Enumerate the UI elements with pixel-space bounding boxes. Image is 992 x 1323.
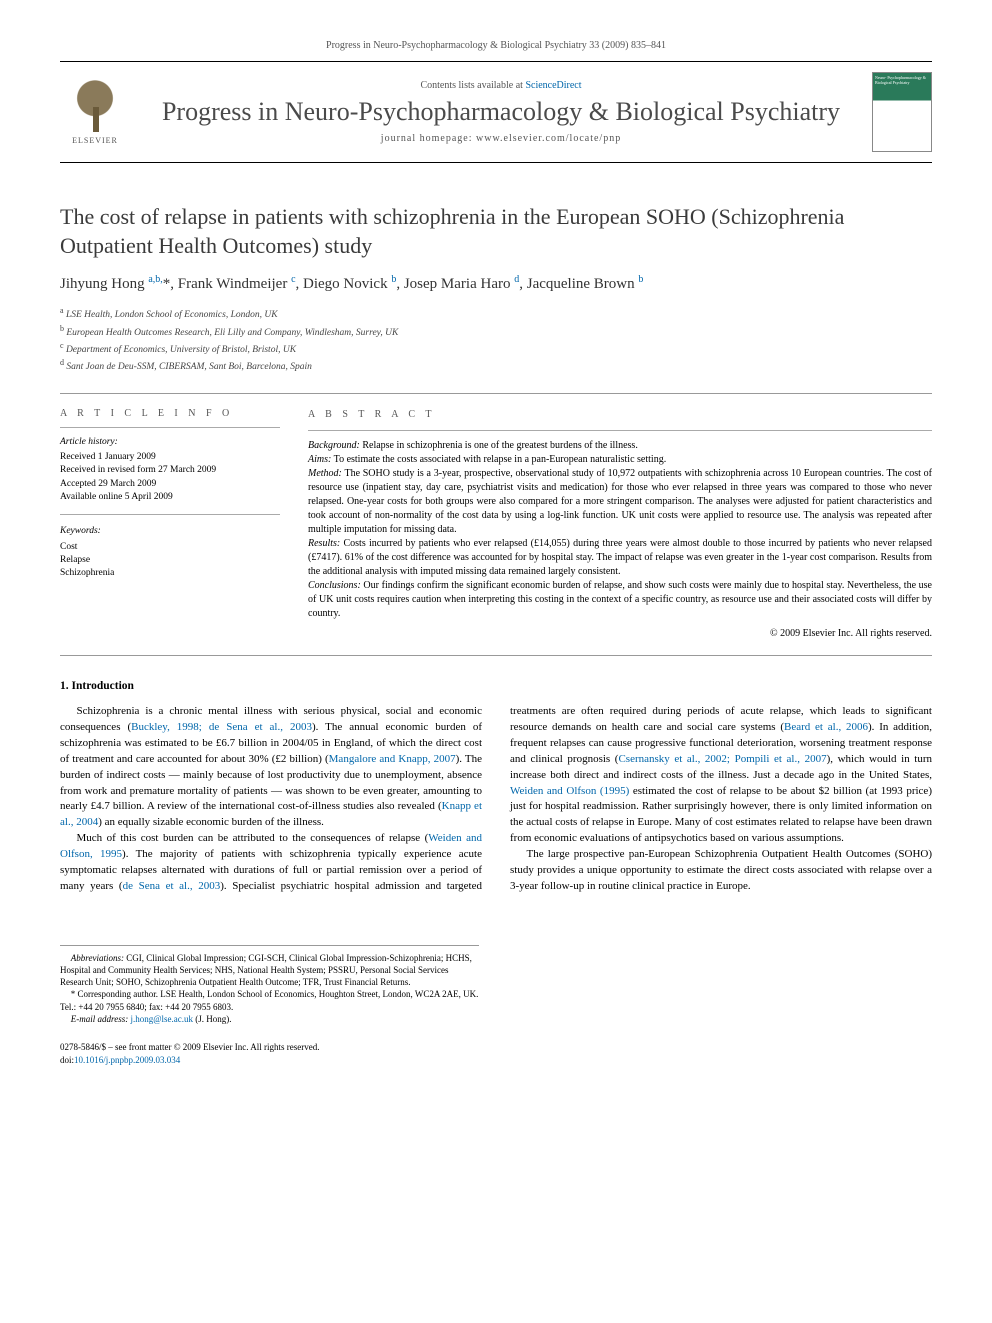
abstract-segment-label: Background: [308, 440, 360, 451]
email-label: E-mail address: [71, 1014, 131, 1024]
sciencedirect-link[interactable]: ScienceDirect [525, 80, 581, 91]
abstract-segment: Aims: To estimate the costs associated w… [308, 454, 666, 465]
contents-prefix: Contents lists available at [420, 80, 525, 91]
info-abstract-row: A R T I C L E I N F O Article history: R… [60, 408, 932, 641]
author-list: Jihyung Hong a,b,*, Frank Windmeijer c, … [60, 274, 932, 293]
contents-line: Contents lists available at ScienceDirec… [145, 80, 857, 91]
intro-para-3: The large prospective pan-European Schiz… [510, 847, 932, 895]
abstract-segment-label: Method: [308, 468, 342, 479]
citation-link[interactable]: de Sena et al., 2003 [123, 880, 221, 892]
elsevier-label: ELSEVIER [72, 136, 118, 145]
article-info: A R T I C L E I N F O Article history: R… [60, 408, 280, 641]
text-fragment: Much of this cost burden can be attribut… [77, 832, 429, 844]
keyword: Schizophrenia [60, 567, 280, 580]
abstract-body: Background: Relapse in schizophrenia is … [308, 439, 932, 621]
citation-link[interactable]: Weiden and Olfson (1995) [510, 785, 629, 797]
email-line: E-mail address: j.hong@lse.ac.uk (J. Hon… [60, 1013, 479, 1025]
journal-homepage-line: journal homepage: www.elsevier.com/locat… [145, 133, 857, 144]
abstract-segment-text: Our findings confirm the significant eco… [308, 580, 932, 619]
elsevier-logo: ELSEVIER [60, 72, 130, 152]
abbrev-label: Abbreviations: [71, 953, 124, 963]
divider [60, 655, 932, 656]
affiliation-line: b European Health Outcomes Research, Eli… [60, 323, 932, 340]
history-line: Available online 5 April 2009 [60, 491, 280, 504]
text-fragment: ) an equally sizable economic burden of … [98, 816, 324, 828]
abstract-heading: A B S T R A C T [308, 408, 932, 422]
history-heading: Article history: [60, 436, 280, 449]
abstract: A B S T R A C T Background: Relapse in s… [308, 408, 932, 641]
section-heading-introduction: 1. Introduction [60, 680, 932, 692]
email-link[interactable]: j.hong@lse.ac.uk [130, 1014, 193, 1024]
affiliation-line: a LSE Health, London School of Economics… [60, 305, 932, 322]
abbreviations: Abbreviations: CGI, Clinical Global Impr… [60, 952, 479, 988]
keyword: Cost [60, 541, 280, 554]
intro-para-1: Schizophrenia is a chronic mental illnes… [60, 704, 482, 832]
abstract-segment-label: Results: [308, 538, 340, 549]
doi-link[interactable]: 10.1016/j.pnpbp.2009.03.034 [74, 1055, 180, 1065]
abstract-segment: Results: Costs incurred by patients who … [308, 538, 932, 577]
keywords-block: Keywords: CostRelapseSchizophrenia [60, 525, 280, 580]
abstract-segment: Conclusions: Our findings confirm the si… [308, 580, 932, 619]
masthead: ELSEVIER Contents lists available at Sci… [60, 61, 932, 163]
abstract-segment-text: To estimate the costs associated with re… [331, 454, 666, 465]
citation-link[interactable]: Buckley, 1998; de Sena et al., 2003 [131, 721, 312, 733]
history-line: Received 1 January 2009 [60, 451, 280, 464]
citation-link[interactable]: Beard et al., 2006 [784, 721, 868, 733]
abstract-segment-text: Relapse in schizophrenia is one of the g… [360, 440, 638, 451]
history-line: Accepted 29 March 2009 [60, 478, 280, 491]
affiliation-line: d Sant Joan de Deu-SSM, CIBERSAM, Sant B… [60, 357, 932, 374]
corresponding-author: * Corresponding author. LSE Health, Lond… [60, 988, 479, 1012]
divider [60, 393, 932, 394]
journal-name: Progress in Neuro-Psychopharmacology & B… [145, 97, 857, 127]
doi-label: doi: [60, 1055, 74, 1065]
abstract-segment: Method: The SOHO study is a 3-year, pros… [308, 468, 932, 535]
running-head: Progress in Neuro-Psychopharmacology & B… [60, 40, 932, 51]
masthead-center: Contents lists available at ScienceDirec… [130, 80, 872, 144]
abstract-segment-text: Costs incurred by patients who ever rela… [308, 538, 932, 577]
info-divider [60, 514, 280, 515]
abstract-copyright: © 2009 Elsevier Inc. All rights reserved… [308, 627, 932, 641]
info-divider [60, 427, 280, 428]
abstract-segment-label: Aims: [308, 454, 331, 465]
keywords-heading: Keywords: [60, 525, 280, 538]
email-owner: (J. Hong). [193, 1014, 232, 1024]
history-line: Received in revised form 27 March 2009 [60, 464, 280, 477]
abstract-segment-text: The SOHO study is a 3-year, prospective,… [308, 468, 932, 535]
copyright-footer: 0278-5846/$ – see front matter © 2009 El… [60, 1041, 932, 1066]
affiliation-line: c Department of Economics, University of… [60, 340, 932, 357]
body-text-columns: Schizophrenia is a chronic mental illnes… [60, 704, 932, 895]
article-history-block: Article history: Received 1 January 2009… [60, 436, 280, 504]
citation-link[interactable]: Mangalore and Knapp, 2007 [329, 753, 456, 765]
doi-line: doi:10.1016/j.pnpbp.2009.03.034 [60, 1054, 932, 1067]
front-matter-line: 0278-5846/$ – see front matter © 2009 El… [60, 1041, 932, 1054]
footnotes: Abbreviations: CGI, Clinical Global Impr… [60, 945, 479, 1025]
article-title: The cost of relapse in patients with sch… [60, 203, 932, 260]
affiliations: a LSE Health, London School of Economics… [60, 305, 932, 375]
article-info-heading: A R T I C L E I N F O [60, 408, 280, 419]
elsevier-tree-icon [70, 79, 120, 134]
journal-cover-thumbnail: Neuro- Psychopharmacology & Biological P… [872, 72, 932, 152]
abstract-divider [308, 430, 932, 431]
keyword: Relapse [60, 554, 280, 567]
abstract-segment: Background: Relapse in schizophrenia is … [308, 440, 638, 451]
abstract-segment-label: Conclusions: [308, 580, 361, 591]
citation-link[interactable]: Csernansky et al., 2002; Pompili et al.,… [618, 753, 826, 765]
